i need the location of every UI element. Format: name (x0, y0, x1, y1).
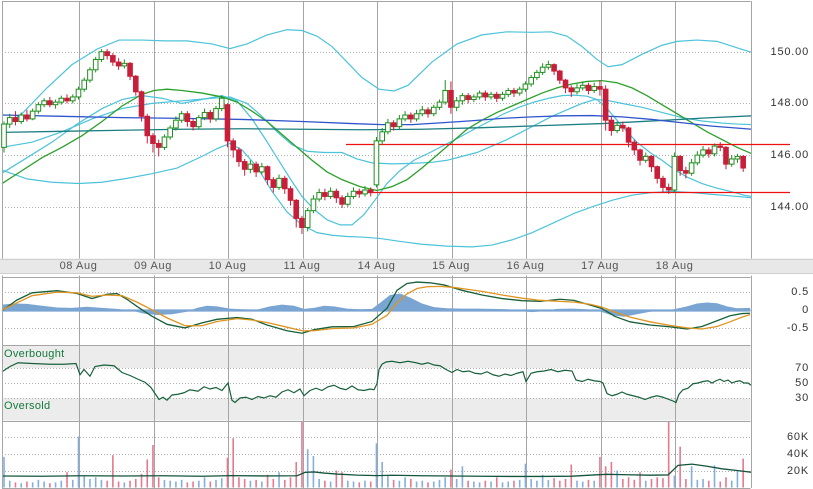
trading-chart-window: Overbought Oversold 08 Aug 09 Aug 10 Aug 11… (0, 0, 813, 489)
multi-panel-price-chart-canvas[interactable] (0, 0, 813, 489)
